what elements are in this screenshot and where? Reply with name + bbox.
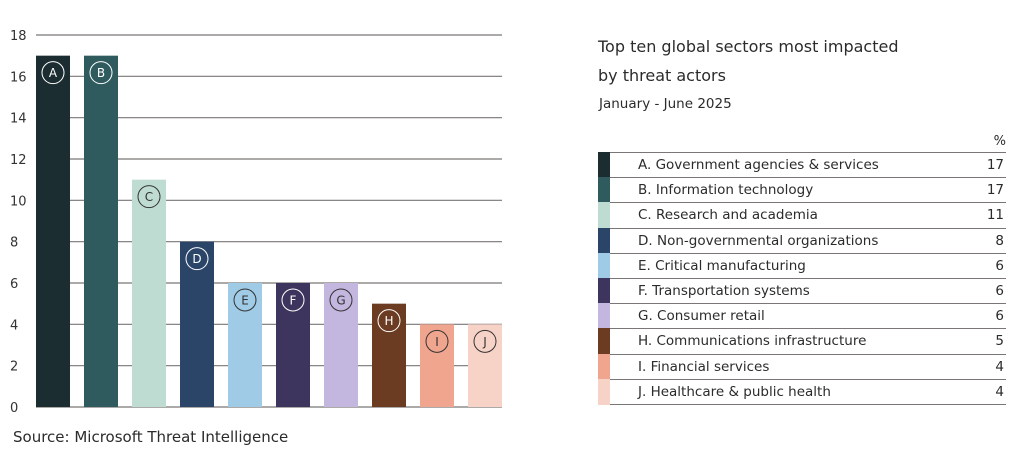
legend-swatch [598,202,610,229]
legend-value: 5 [995,333,1004,350]
bar-rect [132,179,166,407]
y-tick-label: 4 [10,318,18,333]
chart-title-line-1: Top ten global sectors most impacted [598,37,899,56]
bar-rect [420,324,454,407]
y-axis-ticks: 0 2 4 6 8 10 12 14 16 18 [10,29,27,416]
legend-label: B. Information technology [638,182,814,199]
y-tick-label: 8 [10,236,18,251]
legend-row: G. Consumer retail 6 [598,303,1006,330]
bar-letter-label: D [192,252,201,266]
legend-value: 17 [986,182,1004,199]
legend-label: F. Transportation systems [638,283,810,300]
legend-value: 6 [995,283,1004,300]
bar-rect [228,283,262,407]
bar-f: F [276,283,310,407]
legend-label: C. Research and academia [638,207,818,224]
legend-label: G. Consumer retail [638,308,765,325]
legend-value: 6 [995,308,1004,325]
legend-row: F. Transportation systems 6 [598,277,1006,305]
bar-letter-circle [233,288,257,312]
legend-value: 17 [986,157,1004,174]
legend-row: H. Communications infrastructure 5 [598,328,1006,355]
bar-i: I [420,324,454,407]
chart-title-line-2: by threat actors [598,66,726,85]
legend-row: J. Healthcare & public health 4 [598,378,1006,405]
bar-letter-label: C [145,190,153,204]
source-note: Source: Microsoft Threat Intelligence [13,428,289,446]
legend-swatch [598,252,610,279]
legend-label: H. Communications infrastructure [638,333,867,350]
legend-label: J. Healthcare & public health [638,383,831,400]
bar-letter-circle [329,288,353,312]
y-tick-label: 6 [10,277,18,292]
legend-label: I. Financial services [638,358,770,375]
legend-value: 11 [986,207,1004,224]
legend-value: 8 [995,232,1004,249]
legend-row: D. Non-governmental organizations 8 [598,227,1006,254]
legend-table: A. Government agencies & services 17 B. In… [598,152,1006,405]
bars: A B C D E F G H I J [36,55,502,408]
legend-value: 4 [995,383,1004,400]
bar-letter-label: I [435,335,439,349]
y-tick-label: 18 [10,29,27,44]
bar-letter-label: A [49,66,58,80]
bar-letter-label: J [482,335,487,349]
y-tick-label: 12 [10,153,27,168]
bar-rect [468,324,502,407]
bar-rect [180,241,214,407]
legend-row: C. Research and academia 11 [598,202,1006,229]
bar-rect [324,283,358,407]
y-tick-label: 10 [10,194,27,209]
bar-letter-circle [473,329,497,353]
bar-letter-circle [185,247,209,271]
bar-letter-circle [377,309,401,333]
bar-b: B [84,55,118,408]
bar-letter-label: F [290,294,297,308]
bar-c: C [132,179,166,407]
bar-rect [276,283,310,407]
bar-d: D [180,241,214,407]
bar-letter-circle [89,61,113,85]
legend-swatch [598,227,610,254]
legend-row: I. Financial services 4 [598,353,1006,380]
legend-label: D. Non-governmental organizations [638,232,879,249]
percent-column-header: % [993,134,1006,149]
chart-subtitle: January - June 2025 [599,96,732,112]
y-tick-label: 0 [10,401,18,416]
legend-value: 6 [995,257,1004,274]
legend-row: B. Information technology 17 [598,177,1006,204]
bar-j: J [468,324,502,407]
bar-h: H [372,303,406,407]
legend-value: 4 [995,358,1004,375]
bar-e: E [228,283,262,407]
bar-chart: 0 2 4 6 8 10 12 14 16 18 A B C D E F G H I J [10,29,502,416]
chart-title: Top ten global sectors most impacted by … [598,32,978,90]
legend-swatch [598,378,610,405]
legend-swatch [598,177,610,204]
y-tick-label: 14 [10,112,27,127]
bar-rect [36,55,70,408]
legend-swatch [598,303,610,330]
y-tick-label: 2 [10,360,18,375]
bar-letter-label: E [241,294,249,308]
bar-letter-label: B [97,66,105,80]
legend-swatch [598,353,610,380]
legend-swatch [598,328,610,355]
bar-letter-label: G [336,294,345,308]
legend-row: E. Critical manufacturing 6 [598,252,1006,279]
legend-label: A. Government agencies & services [638,157,879,174]
bar-letter-circle [41,61,65,85]
legend-swatch [598,277,610,305]
bar-a: A [36,55,70,408]
bar-rect [84,55,118,408]
bar-letter-circle [425,329,449,353]
bar-letter-label: H [384,314,393,328]
legend-swatch [598,152,610,179]
y-tick-label: 16 [10,70,27,85]
bar-g: G [324,283,358,407]
bar-letter-circle [281,288,305,312]
legend-label: E. Critical manufacturing [638,257,806,274]
bar-letter-circle [137,185,161,209]
legend-row: A. Government agencies & services 17 [598,152,1006,179]
